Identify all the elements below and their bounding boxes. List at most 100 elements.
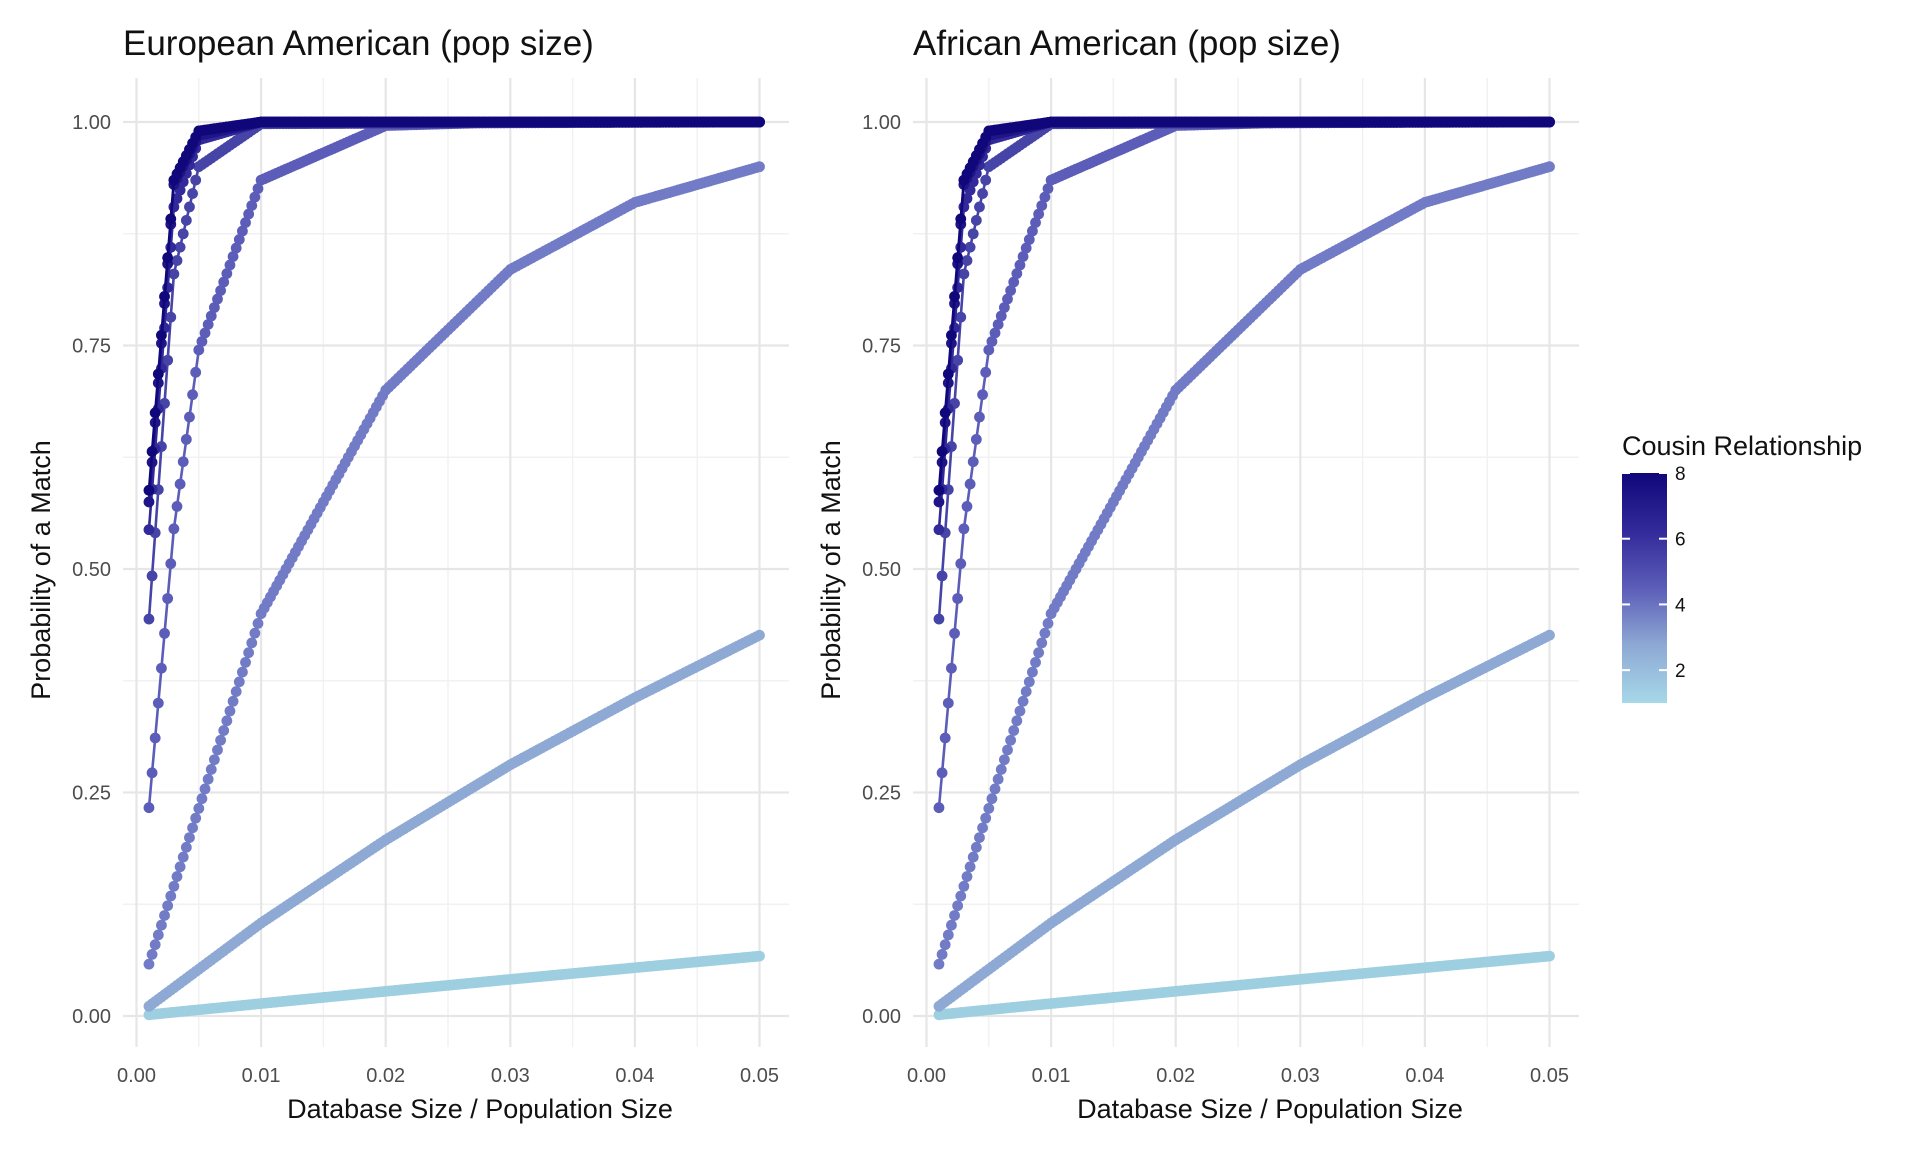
data-point <box>233 676 245 688</box>
x-tick-label: 0.03 <box>1281 1065 1320 1087</box>
data-point <box>986 336 998 347</box>
data-point <box>946 662 957 674</box>
data-point <box>992 773 1004 785</box>
data-point <box>936 570 948 582</box>
data-point <box>942 697 954 709</box>
data-point <box>949 910 960 921</box>
series-cousin-4 <box>933 116 1555 814</box>
data-point <box>187 389 198 401</box>
data-point <box>143 613 155 625</box>
data-point <box>174 861 186 873</box>
data-point <box>1008 725 1020 736</box>
data-point <box>227 251 239 262</box>
data-point <box>165 558 177 570</box>
tick-labels: 0.00 0.01 0.02 0.03 0.04 0.05 0.00 0.25 0.50 0.75… <box>862 112 1569 1087</box>
series-cousin-7 <box>143 116 765 508</box>
data-point <box>1544 950 1555 962</box>
data-point <box>224 705 236 717</box>
data-point <box>212 293 223 305</box>
data-point <box>143 484 155 496</box>
data-point <box>933 802 945 814</box>
data-point <box>180 841 192 853</box>
data-point <box>252 183 264 195</box>
panel-african-american: African American (pop size) 0.00 0.01 0.02… <box>816 24 1579 1124</box>
data-point <box>939 407 951 419</box>
data-point <box>146 446 158 457</box>
data-point <box>230 686 242 697</box>
data-point <box>1008 276 1020 288</box>
data-point <box>215 734 227 746</box>
data-point <box>933 958 945 970</box>
data-point <box>933 524 945 536</box>
data-point <box>149 939 161 951</box>
data-point <box>159 291 170 302</box>
data-point <box>1002 293 1013 305</box>
series-cousin-2 <box>143 629 765 1012</box>
data-point <box>165 213 177 225</box>
x-axis-title: Database Size / Population Size <box>287 1094 673 1124</box>
data-point <box>146 570 158 582</box>
data-point <box>143 524 155 536</box>
data-point <box>199 783 211 795</box>
x-tick-label: 0.03 <box>491 1065 530 1087</box>
tick-labels: 0.00 0.01 0.02 0.03 0.04 0.05 0.00 0.25 0.50 0.75… <box>72 112 779 1087</box>
data-point <box>1023 676 1035 688</box>
data-point <box>1002 744 1013 756</box>
data-point <box>165 311 177 323</box>
data-point <box>174 478 186 490</box>
data-point <box>989 327 1001 339</box>
data-point <box>221 268 233 279</box>
data-point <box>168 880 180 892</box>
data-point <box>143 496 155 508</box>
data-point <box>949 627 960 639</box>
data-point <box>227 695 239 707</box>
data-point <box>196 336 208 347</box>
data-point <box>162 900 174 912</box>
series-cousin-3 <box>933 161 1555 970</box>
data-point <box>184 201 195 213</box>
x-tick-label: 0.01 <box>242 1065 281 1087</box>
data-point <box>190 366 202 378</box>
data-point <box>961 193 973 204</box>
data-point <box>964 861 976 873</box>
data-point <box>955 558 967 570</box>
data-point <box>961 255 973 266</box>
data-point <box>149 407 161 419</box>
data-point <box>1033 208 1045 220</box>
data-point <box>995 764 1007 775</box>
data-point <box>942 368 954 380</box>
series-cousin-8 <box>143 116 765 496</box>
data-point <box>936 767 948 779</box>
data-point <box>177 228 189 240</box>
data-point <box>1014 705 1026 717</box>
data-point <box>949 291 960 302</box>
y-tick-label: 0.00 <box>72 1006 111 1028</box>
data-point <box>156 919 167 931</box>
data-point <box>218 276 230 288</box>
series-line <box>147 120 760 808</box>
legend-colorbar <box>1622 473 1667 703</box>
series-cousin-8 <box>933 116 1555 496</box>
data-point <box>958 523 970 535</box>
data-point <box>168 523 180 535</box>
data-point <box>1036 200 1048 211</box>
data-point <box>174 241 186 253</box>
data-point <box>205 310 217 322</box>
data-point <box>243 647 255 659</box>
data-point <box>146 949 158 960</box>
series-line <box>937 120 1550 808</box>
data-point <box>1030 656 1041 668</box>
data-point <box>1039 627 1051 639</box>
data-point <box>958 880 970 892</box>
legend-tick-label: 4 <box>1675 595 1686 616</box>
x-tick-label: 0.05 <box>1530 1065 1569 1087</box>
y-tick-label: 0.25 <box>72 783 111 805</box>
data-point <box>980 174 992 186</box>
data-point <box>184 411 195 423</box>
y-tick-label: 0.75 <box>862 336 901 358</box>
legend-title: Cousin Relationship <box>1622 431 1862 461</box>
data-point <box>196 793 208 805</box>
y-tick-label: 1.00 <box>862 112 901 134</box>
